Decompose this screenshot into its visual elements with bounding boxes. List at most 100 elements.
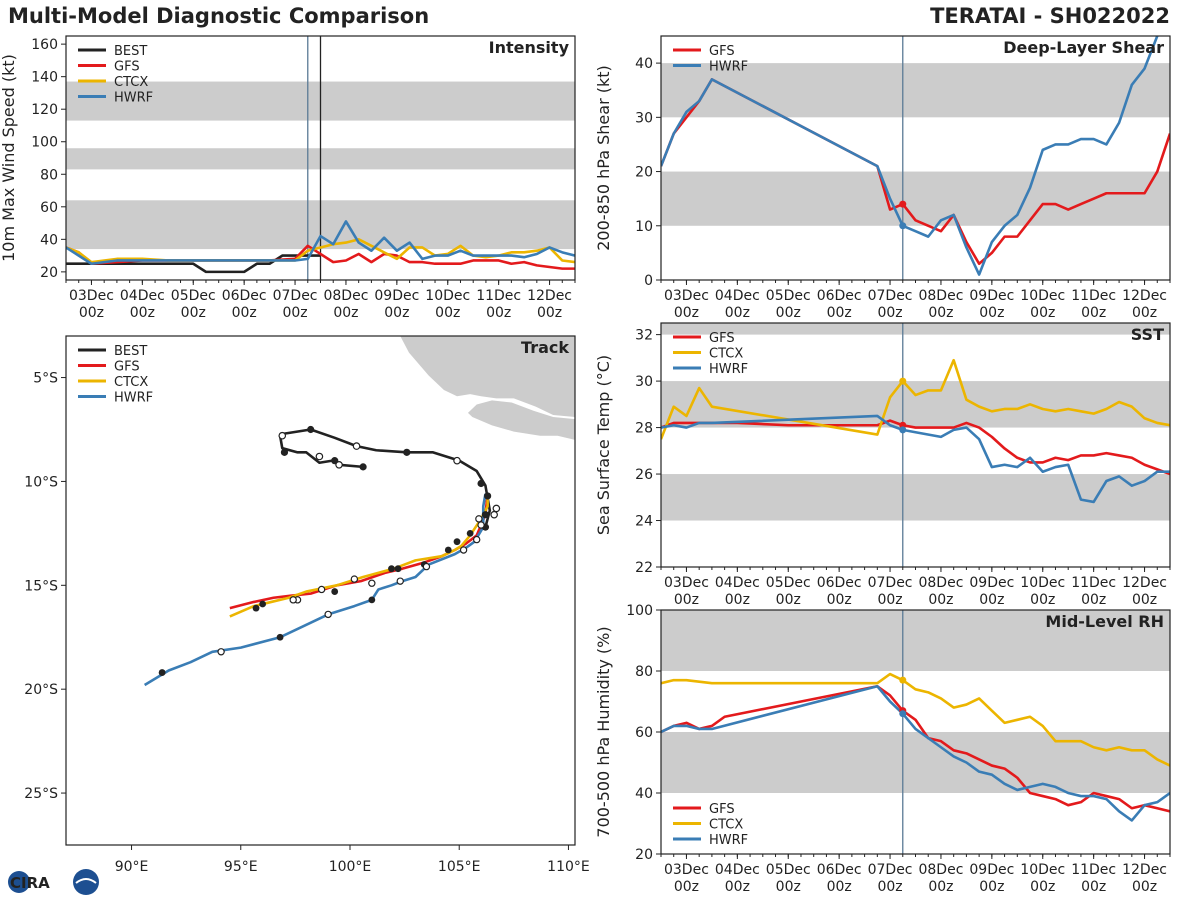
panel-rh: 2040608010003Dec00z04Dec00z05Dec00z06Dec… <box>594 603 1171 895</box>
x-tick-label: 11Dec <box>1071 862 1116 878</box>
x-tick-label: 06Dec <box>817 862 862 878</box>
x-tick-label: 08Dec <box>918 288 963 304</box>
marker-hwrf <box>899 222 907 230</box>
legend-label-ctcx: CTCX <box>709 818 743 833</box>
track-point-open <box>315 452 324 461</box>
series-line-best <box>66 254 321 274</box>
x-tick-label: 04Dec <box>715 862 760 878</box>
x-tick-label: 05Dec <box>766 575 811 591</box>
track-point-filled <box>477 479 485 488</box>
x-tick-label: 07Dec <box>868 575 913 591</box>
y-tick-label: 5°S <box>33 371 58 387</box>
x-tick-label: 00z <box>1132 879 1157 895</box>
panel-intensity: 2040608010012014016003Dec00z04Dec00z05De… <box>0 35 576 321</box>
x-tick-label: 00z <box>979 879 1004 895</box>
x-tick-label: 04Dec <box>715 288 760 304</box>
series-line-gfs <box>661 684 1170 813</box>
cira-logo: CIRA <box>8 869 99 895</box>
x-tick-label: 00z <box>827 879 852 895</box>
marker-hwrf <box>899 710 907 718</box>
series-line-best <box>278 428 492 528</box>
x-tick-label: 00z <box>333 305 358 321</box>
y-tick-label: 28 <box>635 421 653 437</box>
plot-area-track <box>143 336 575 687</box>
track-point-filled <box>484 492 492 500</box>
y-tick-label: 80 <box>635 664 653 680</box>
forecast-point-open <box>289 596 297 604</box>
x-tick-label: 00z <box>725 592 750 608</box>
forecast-point-filled <box>453 538 461 546</box>
x-tick-label: 06Dec <box>817 288 862 304</box>
y-tick-label: 24 <box>635 514 653 530</box>
y-tick-label: 40 <box>635 786 653 802</box>
cira-logo-text: CIRA <box>10 874 50 892</box>
track-point-open <box>492 504 501 513</box>
legend-label-hwrf: HWRF <box>709 833 748 848</box>
legend-label-gfs: GFS <box>114 360 140 375</box>
y-axis-label: 700-500 hPa Humidity (%) <box>594 626 613 837</box>
y-tick-label: 60 <box>40 200 58 216</box>
x-tick-label: 00z <box>1030 592 1055 608</box>
x-tick-label: 100°E <box>329 859 372 875</box>
x-tick-label: 00z <box>877 592 902 608</box>
x-tick-label: 05Dec <box>766 862 811 878</box>
y-tick-label: 32 <box>635 328 653 344</box>
legend-label-ctcx: CTCX <box>709 347 743 362</box>
x-tick-label: 00z <box>725 879 750 895</box>
x-tick-label: 00z <box>674 592 699 608</box>
x-tick-label: 07Dec <box>273 288 318 304</box>
x-tick-label: 03Dec <box>664 288 709 304</box>
shaded-band <box>661 474 1170 521</box>
x-tick-label: 00z <box>827 592 852 608</box>
x-tick-label: 90°E <box>115 859 149 875</box>
y-axis-label: 200-850 hPa Shear (kt) <box>594 65 613 251</box>
x-tick-label: 00z <box>130 305 155 321</box>
y-tick-label: 160 <box>31 37 58 53</box>
panel-track: 5°S 10°S 15°S 20°S 25°S 90°E 95°E 100°E 105°E 110… <box>24 335 590 875</box>
x-tick-label: 06Dec <box>222 288 267 304</box>
x-tick-label: 10Dec <box>1020 575 1065 591</box>
x-tick-label: 00z <box>979 305 1004 321</box>
y-tick-label: 10 <box>635 219 653 235</box>
x-tick-label: 09Dec <box>969 862 1014 878</box>
track-point-filled <box>307 425 315 434</box>
x-tick-label: 06Dec <box>817 575 862 591</box>
y-tick-label: 22 <box>635 560 653 576</box>
x-tick-label: 00z <box>928 879 953 895</box>
x-tick-label: 00z <box>537 305 562 321</box>
forecast-point-open <box>472 535 481 544</box>
x-tick-label: 00z <box>1030 879 1055 895</box>
x-tick-label: 95°E <box>224 859 258 875</box>
panel-sst: 22242628303203Dec00z04Dec00z05Dec00z06De… <box>594 322 1171 608</box>
panel-title: Deep-Layer Shear <box>1003 38 1164 57</box>
y-tick-label: 100 <box>626 603 653 619</box>
y-tick-label: 30 <box>635 110 653 126</box>
x-tick-label: 00z <box>877 879 902 895</box>
series-line-gfs <box>661 419 1170 476</box>
y-tick-label: 60 <box>635 725 653 741</box>
x-tick-label: 12Dec <box>1122 862 1167 878</box>
series-line-ctcx <box>661 358 1170 440</box>
y-tick-label: 10°S <box>24 474 58 490</box>
series-line-hwrf <box>661 684 1170 822</box>
land-mass <box>400 336 575 418</box>
forecast-point-filled <box>331 588 339 595</box>
y-tick-label: 40 <box>40 232 58 248</box>
series-line-hwrf <box>661 414 1170 504</box>
legend-label-best: BEST <box>114 344 147 359</box>
forecast-point-filled <box>388 565 395 573</box>
x-tick-label: 10Dec <box>1020 288 1065 304</box>
x-tick-label: 00z <box>384 305 409 321</box>
forecast-point-filled <box>444 546 452 554</box>
y-tick-label: 20 <box>635 165 653 181</box>
forecast-point-open <box>350 575 359 583</box>
shaded-band <box>661 610 1170 671</box>
marker-hwrf <box>899 426 907 434</box>
x-tick-label: 105°E <box>438 859 481 875</box>
series-line-ctcx <box>229 493 489 618</box>
track-point-open <box>352 442 361 450</box>
forecast-point-filled <box>368 596 376 604</box>
forecast-point-filled <box>394 565 402 573</box>
legend-label-hwrf: HWRF <box>709 362 748 377</box>
